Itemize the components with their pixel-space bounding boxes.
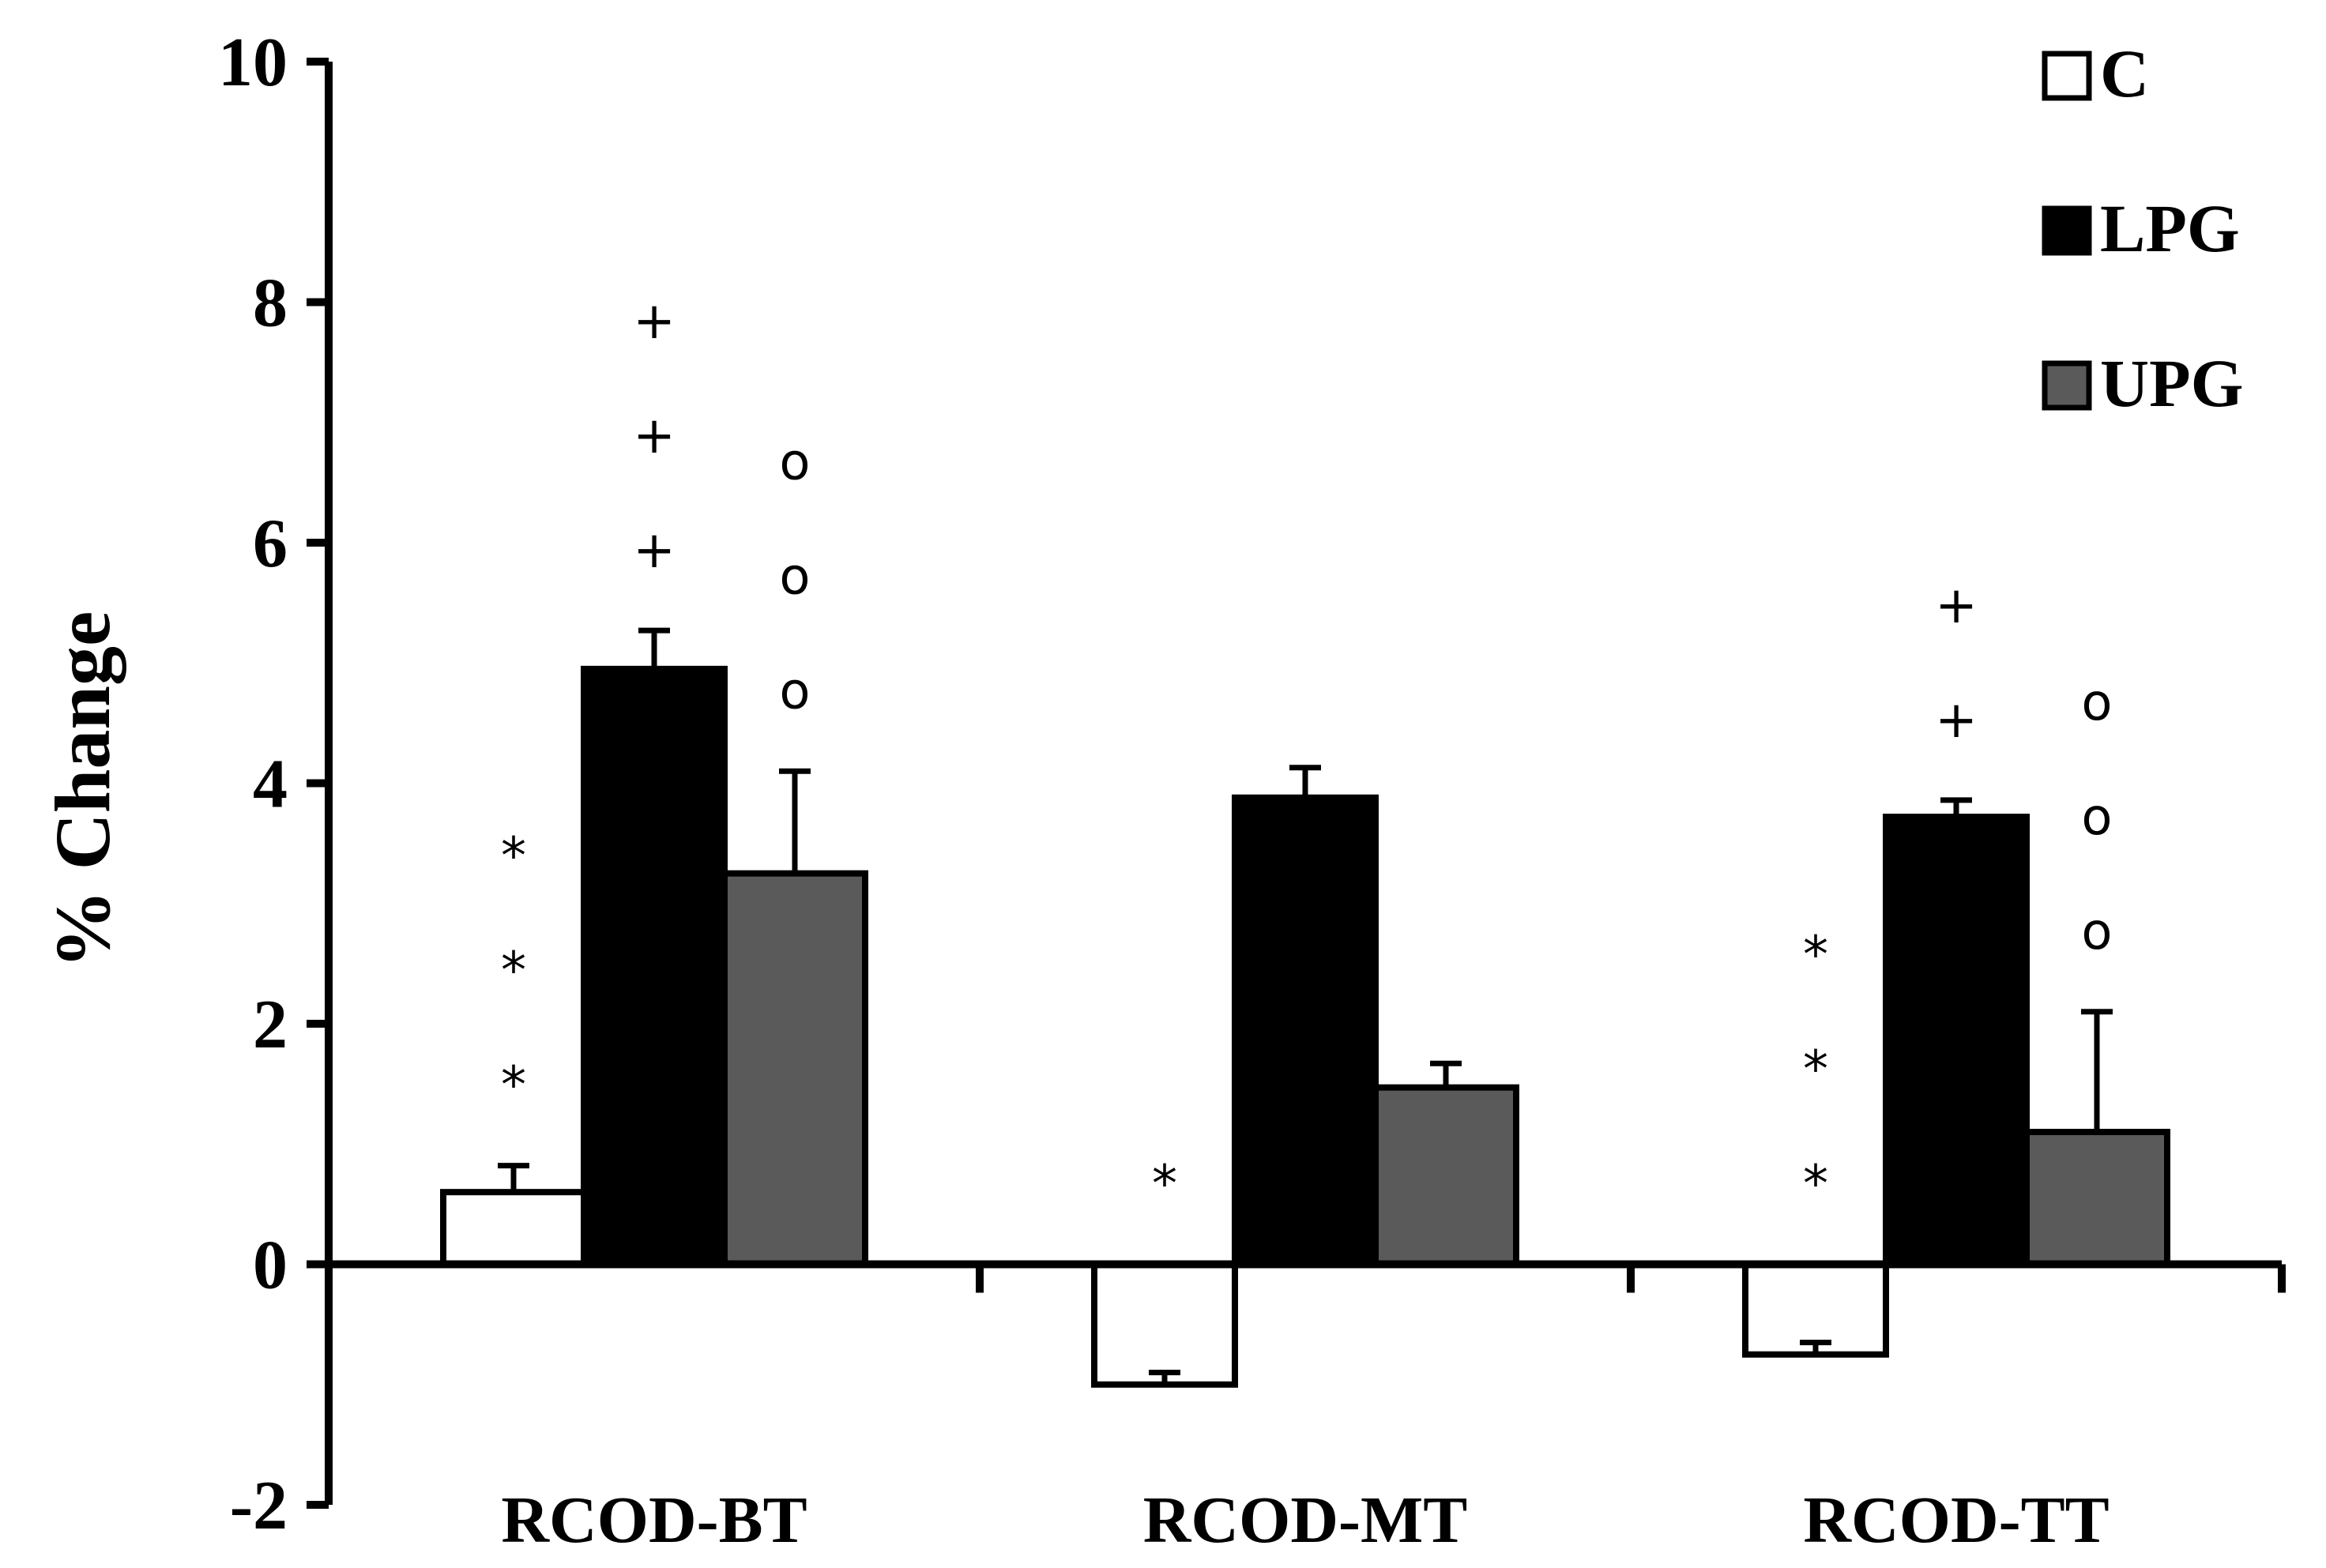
y-tick-label: 4: [253, 746, 288, 823]
axes-group: -2 0 2 4 6 8 10: [218, 24, 329, 1544]
significance-marker: o: [2081, 674, 2112, 732]
annotations-group: ***+++ooo* ***++ooo: [501, 292, 2113, 1213]
y-axis-label: % Change: [39, 611, 126, 969]
significance-marker: o: [2081, 903, 2112, 961]
bar-upg: [1372, 1084, 1519, 1268]
legend-label-c: C: [2100, 36, 2149, 111]
y-tick-label: 8: [253, 265, 288, 342]
y-tick-label: -2: [230, 1468, 288, 1544]
x-tick-label: RCOD-MT: [1143, 1483, 1468, 1557]
significance-marker: o: [2081, 788, 2112, 847]
bar-lpg: [581, 665, 728, 1268]
significance-marker: o: [779, 547, 810, 606]
bar-upg: [2023, 1129, 2170, 1268]
legend-label-lpg: LPG: [2100, 190, 2240, 266]
significance-marker: *: [1803, 927, 1828, 985]
significance-marker: *: [1152, 1156, 1177, 1214]
legend-swatch-upg: [2042, 360, 2092, 411]
significance-marker: +: [633, 407, 676, 465]
y-tick-label: 0: [253, 1228, 288, 1304]
significance-marker: *: [501, 828, 526, 886]
legend-swatch-lpg: [2042, 205, 2092, 256]
y-tick-label: 2: [253, 987, 288, 1063]
bar-c: [1091, 1261, 1238, 1388]
significance-marker: *: [1803, 1041, 1828, 1100]
bar-lpg: [1232, 794, 1379, 1268]
significance-marker: +: [1935, 691, 1978, 750]
significance-marker: +: [633, 292, 676, 351]
y-tick-label: 6: [253, 506, 288, 582]
legend-swatch-c: [2042, 51, 2092, 101]
significance-marker: *: [501, 942, 526, 1001]
legend-label-upg: UPG: [2100, 345, 2244, 421]
significance-marker: +: [1935, 577, 1978, 635]
significance-marker: *: [1803, 1156, 1828, 1214]
significance-marker: o: [779, 662, 810, 720]
bar-upg: [721, 870, 868, 1268]
significance-marker: +: [633, 521, 676, 580]
legend: C LPG UPG: [2042, 36, 2244, 421]
bar-c: [440, 1189, 587, 1268]
x-tick-label: RCOD-BT: [501, 1483, 807, 1557]
significance-marker: o: [779, 433, 810, 491]
significance-marker: *: [501, 1057, 526, 1115]
bars-group: [440, 665, 2170, 1388]
bar-lpg: [1883, 814, 2030, 1268]
x-tick-label: RCOD-TT: [1803, 1483, 2109, 1557]
axis-lines-group: RCOD-BT RCOD-MT RCOD-TT: [325, 62, 2286, 1557]
y-tick-label: 10: [218, 24, 288, 101]
error-bars-group: [498, 627, 2113, 1385]
